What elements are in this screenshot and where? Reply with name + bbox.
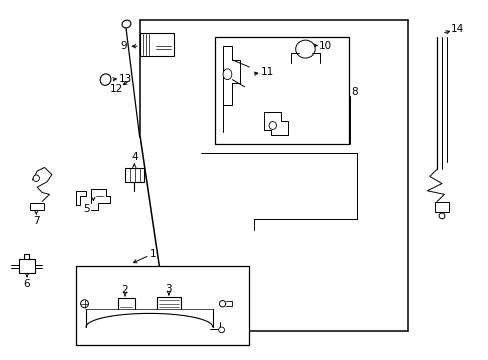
- Bar: [215, 37, 348, 144]
- Text: 3: 3: [165, 284, 172, 294]
- Bar: [19, 259, 35, 273]
- Ellipse shape: [438, 213, 444, 219]
- Ellipse shape: [218, 327, 224, 333]
- Text: 2: 2: [122, 285, 128, 296]
- Text: 6: 6: [23, 279, 30, 289]
- Text: 4: 4: [131, 152, 137, 162]
- Text: 1: 1: [149, 248, 156, 258]
- Ellipse shape: [295, 40, 315, 58]
- Bar: [30, 203, 43, 211]
- Text: 13: 13: [118, 73, 131, 84]
- Bar: [125, 168, 143, 182]
- Text: 10: 10: [318, 41, 331, 50]
- Ellipse shape: [81, 300, 88, 308]
- Ellipse shape: [122, 20, 131, 28]
- Text: 9: 9: [121, 41, 127, 51]
- Text: 5: 5: [82, 204, 89, 214]
- Ellipse shape: [100, 74, 111, 85]
- Ellipse shape: [33, 175, 40, 181]
- Ellipse shape: [268, 122, 276, 130]
- Text: 14: 14: [450, 24, 463, 34]
- Bar: [76, 266, 249, 345]
- Bar: [140, 33, 173, 56]
- Text: 12: 12: [109, 84, 122, 94]
- Text: 8: 8: [350, 87, 357, 97]
- Ellipse shape: [219, 301, 225, 307]
- Text: 11: 11: [260, 67, 273, 77]
- Text: 7: 7: [33, 216, 40, 226]
- Ellipse shape: [223, 69, 231, 80]
- Bar: [434, 202, 448, 212]
